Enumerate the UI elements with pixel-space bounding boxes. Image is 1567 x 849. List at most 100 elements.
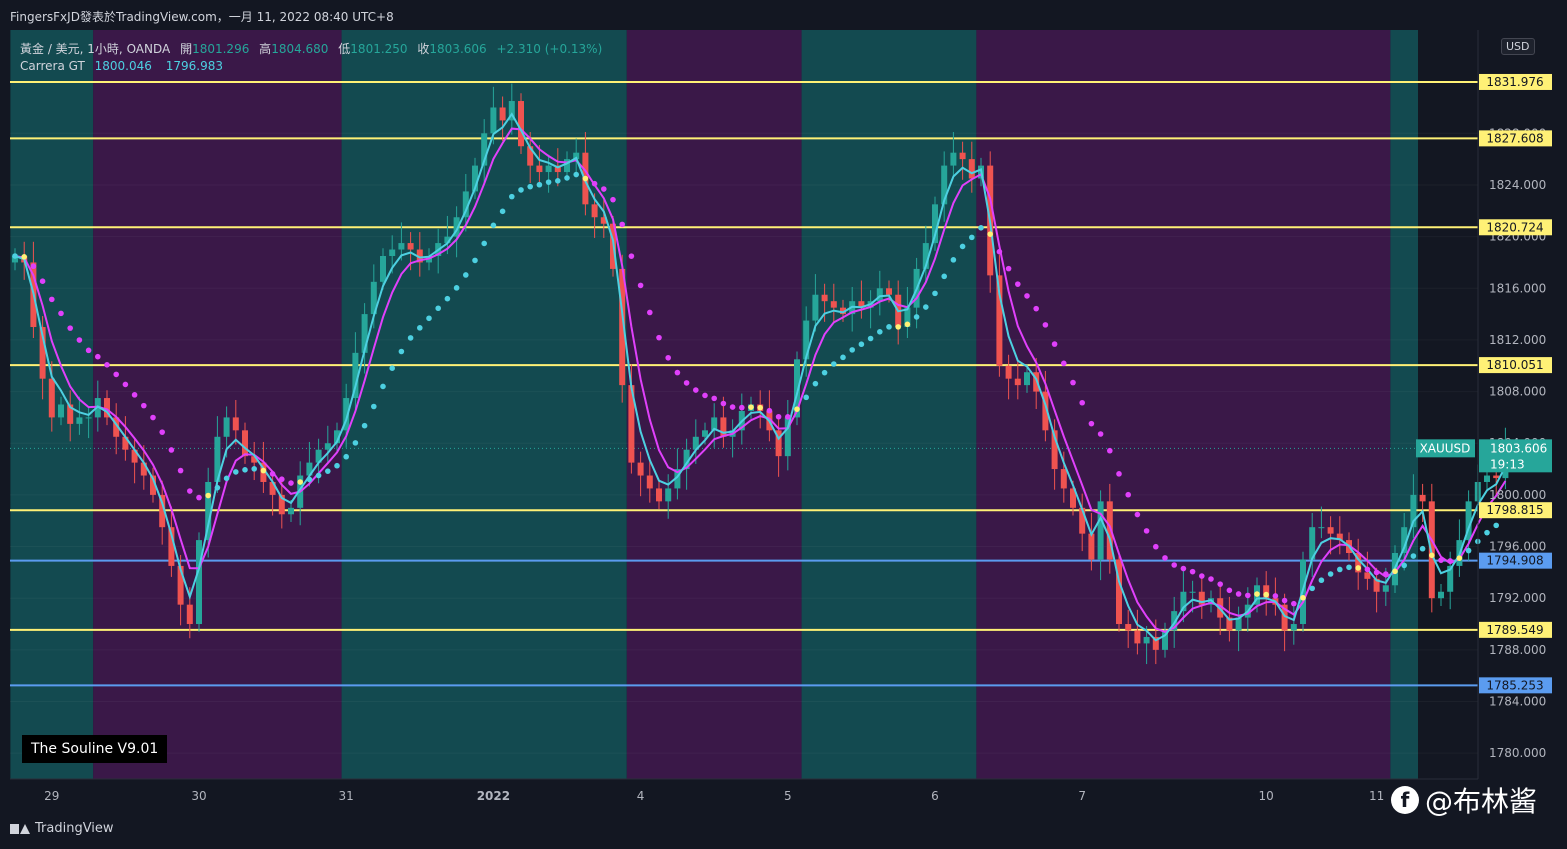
candle[interactable] [1493, 475, 1500, 479]
candle[interactable] [104, 398, 110, 418]
candle[interactable] [1162, 630, 1168, 650]
candle[interactable] [876, 288, 883, 302]
candle[interactable] [67, 404, 74, 424]
candle[interactable] [334, 430, 340, 444]
candle[interactable] [1014, 378, 1021, 386]
candle[interactable] [1401, 527, 1408, 554]
candle[interactable] [1428, 501, 1435, 599]
candle[interactable] [1143, 636, 1150, 644]
candle[interactable] [76, 417, 83, 424]
candle[interactable] [58, 404, 64, 418]
candle[interactable] [1419, 494, 1426, 502]
candle[interactable] [1438, 591, 1444, 599]
candle[interactable] [462, 191, 469, 218]
candle[interactable] [39, 327, 46, 379]
candle[interactable] [886, 288, 892, 295]
candle[interactable] [361, 314, 368, 353]
candle[interactable] [343, 398, 350, 431]
candle[interactable] [1410, 494, 1417, 528]
candle[interactable] [453, 217, 460, 237]
candle[interactable] [1465, 501, 1472, 541]
candle[interactable] [1106, 501, 1113, 560]
candle[interactable] [472, 165, 478, 192]
candle[interactable] [242, 430, 248, 457]
candle[interactable] [573, 152, 580, 160]
candle[interactable] [683, 449, 690, 470]
candle[interactable] [150, 475, 156, 495]
candle[interactable] [223, 417, 230, 437]
time-axis[interactable]: 29 30 31 2022 4 5 6 7 10 11 [44, 789, 1384, 803]
candle[interactable] [499, 107, 506, 121]
candle[interactable] [1327, 527, 1334, 534]
candle[interactable] [113, 417, 120, 437]
candle[interactable] [858, 301, 865, 308]
symbol-label[interactable]: 黃金 / 美元, 1小時, OANDA [20, 42, 171, 56]
candle[interactable] [591, 204, 598, 218]
candle[interactable] [536, 165, 543, 173]
candle[interactable] [554, 165, 561, 173]
candle[interactable] [628, 385, 635, 463]
candle[interactable] [711, 417, 718, 431]
candle[interactable] [205, 481, 212, 541]
candle[interactable] [196, 540, 202, 625]
candle[interactable] [1198, 591, 1205, 605]
candle[interactable] [545, 165, 552, 173]
candle[interactable] [370, 281, 377, 315]
candle[interactable] [821, 294, 828, 302]
candle[interactable] [1189, 591, 1196, 593]
candle[interactable] [1134, 630, 1141, 644]
candle[interactable] [1088, 533, 1095, 560]
candle[interactable] [692, 436, 699, 450]
candle[interactable] [1336, 533, 1343, 541]
candle[interactable] [968, 159, 975, 179]
candle[interactable] [1364, 572, 1371, 579]
candle[interactable] [278, 494, 285, 515]
candle[interactable] [288, 507, 294, 515]
candle[interactable] [1382, 585, 1389, 592]
candle[interactable] [490, 107, 497, 134]
candle[interactable] [665, 488, 672, 502]
candle[interactable] [1447, 565, 1454, 592]
candle[interactable] [527, 146, 534, 166]
candle[interactable] [398, 243, 405, 250]
candle[interactable] [122, 436, 129, 450]
candle[interactable] [932, 204, 938, 244]
candle[interactable] [177, 565, 184, 605]
candle[interactable] [12, 255, 18, 263]
candle[interactable] [1281, 604, 1288, 631]
candle[interactable] [1152, 636, 1159, 650]
candle[interactable] [324, 443, 331, 450]
candle[interactable] [131, 449, 138, 463]
candle[interactable] [481, 133, 488, 166]
candle[interactable] [803, 320, 810, 360]
candle[interactable] [1235, 617, 1242, 631]
candle[interactable] [904, 307, 911, 328]
candle[interactable] [1079, 507, 1086, 534]
candle[interactable] [564, 159, 570, 173]
candle[interactable] [950, 152, 957, 166]
candle[interactable] [140, 462, 147, 476]
candle[interactable] [85, 417, 92, 419]
candle[interactable] [656, 488, 662, 502]
candle[interactable] [812, 294, 819, 321]
candle[interactable] [1318, 527, 1325, 529]
candle[interactable] [389, 249, 396, 256]
candle[interactable] [315, 449, 322, 463]
candle[interactable] [186, 604, 193, 625]
candle[interactable] [416, 249, 423, 263]
candle[interactable] [251, 456, 258, 463]
candle[interactable] [1226, 617, 1233, 631]
candle[interactable] [168, 527, 175, 566]
candle[interactable] [619, 268, 626, 386]
candle[interactable] [306, 462, 313, 476]
candle[interactable] [518, 101, 524, 147]
candle[interactable] [702, 430, 708, 437]
candle[interactable] [380, 255, 386, 282]
candle[interactable] [830, 301, 837, 308]
candle[interactable] [48, 378, 55, 418]
candle[interactable] [646, 475, 653, 489]
tradingview-logo[interactable]: TradingView [10, 821, 114, 836]
candle[interactable] [214, 436, 221, 482]
candle[interactable] [159, 494, 166, 528]
